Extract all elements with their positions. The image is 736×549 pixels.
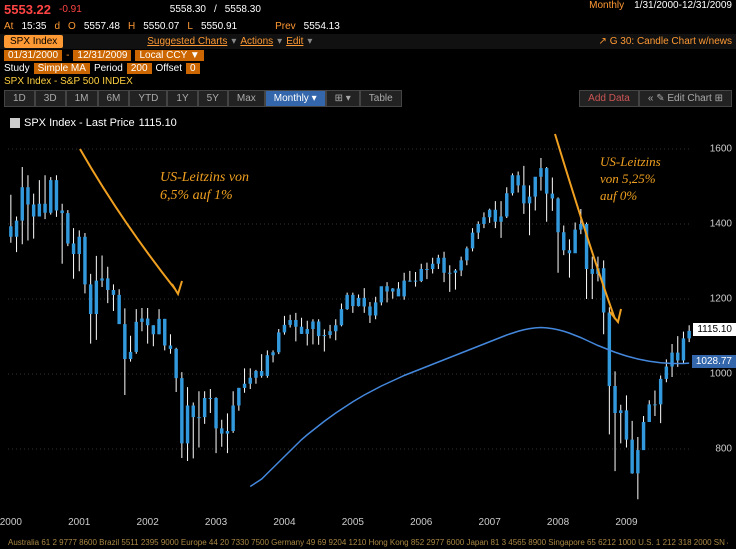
top-quote-bar2: At 15:35 d O 5557.48 H 5550.07 L 5550.91… (0, 19, 736, 34)
price-change: -0.91 (59, 4, 82, 15)
tab-1y[interactable]: 1Y (167, 90, 197, 107)
interval-select[interactable]: Monthly ▾ (265, 90, 326, 107)
tab-6m[interactable]: 6M (98, 90, 130, 107)
chart-legend: SPX Index - Last Price 1115.10 (10, 117, 177, 129)
timeframe-tabs: 1D 3D 1M 6M YTD 1Y 5Y Max Monthly ▾ ⊞ ▾ … (0, 88, 736, 109)
tab-5y[interactable]: 5Y (198, 90, 228, 107)
footer-text: Australia 61 2 9777 8600 Brazil 5511 239… (8, 538, 728, 547)
date-to-input[interactable]: 12/31/2009 (73, 50, 131, 61)
actions-link[interactable]: Actions (240, 36, 273, 47)
title-row: SPX Index - S&P 500 INDEX Monthly 1/31/2… (0, 75, 736, 88)
date-from-input[interactable]: 01/31/2000 (4, 50, 62, 61)
x-axis: 2000200120022003200420052006200720082009 (8, 517, 692, 531)
ccy-select[interactable]: Local CCY ▼ (135, 50, 203, 61)
ticker-button[interactable]: SPX Index (4, 35, 63, 48)
legend-swatch-icon (10, 118, 20, 128)
main-price: 5553.22 (4, 2, 51, 17)
edit-chart-button[interactable]: « ✎ Edit Chart ⊞ (639, 90, 732, 107)
ticker-row: SPX Index Suggested Charts ▾ Actions ▾ E… (0, 34, 736, 49)
offset-input[interactable]: 0 (186, 63, 200, 74)
tab-3d[interactable]: 3D (35, 90, 66, 107)
tab-1m[interactable]: 1M (66, 90, 98, 107)
study-row: Study Simple MA Period 200 Offset 0 (0, 62, 736, 75)
tab-table[interactable]: Table (360, 90, 402, 107)
suggested-charts-link[interactable]: Suggested Charts (147, 36, 227, 47)
chart-title: SPX Index - S&P 500 INDEX (4, 76, 133, 87)
tab-1d[interactable]: 1D (4, 90, 35, 107)
annotation-1: US-Leitzins von 6,5% auf 1% (160, 169, 249, 205)
tab-max[interactable]: Max (228, 90, 265, 107)
at-label: At (4, 21, 13, 32)
edit-link[interactable]: Edit (286, 36, 303, 47)
charttype-select[interactable]: ⊞ ▾ (326, 90, 360, 107)
date-row: 01/31/2000 - 12/31/2009 Local CCY ▼ (0, 49, 736, 62)
chart-mode-label: ↗ G 30: Candle Chart w/news (599, 36, 732, 47)
tab-ytd[interactable]: YTD (129, 90, 167, 107)
y-axis: 80010001200140016001115.101028.77 (692, 109, 736, 549)
study-select[interactable]: Simple MA (34, 63, 90, 74)
add-data-button[interactable]: Add Data (579, 90, 639, 107)
chart-canvas[interactable]: SPX Index - Last Price 1115.10 800100012… (0, 109, 736, 549)
period-input[interactable]: 200 (127, 63, 152, 74)
annotation-2: US-Leitzins von 5,25% auf 0% (600, 154, 661, 205)
